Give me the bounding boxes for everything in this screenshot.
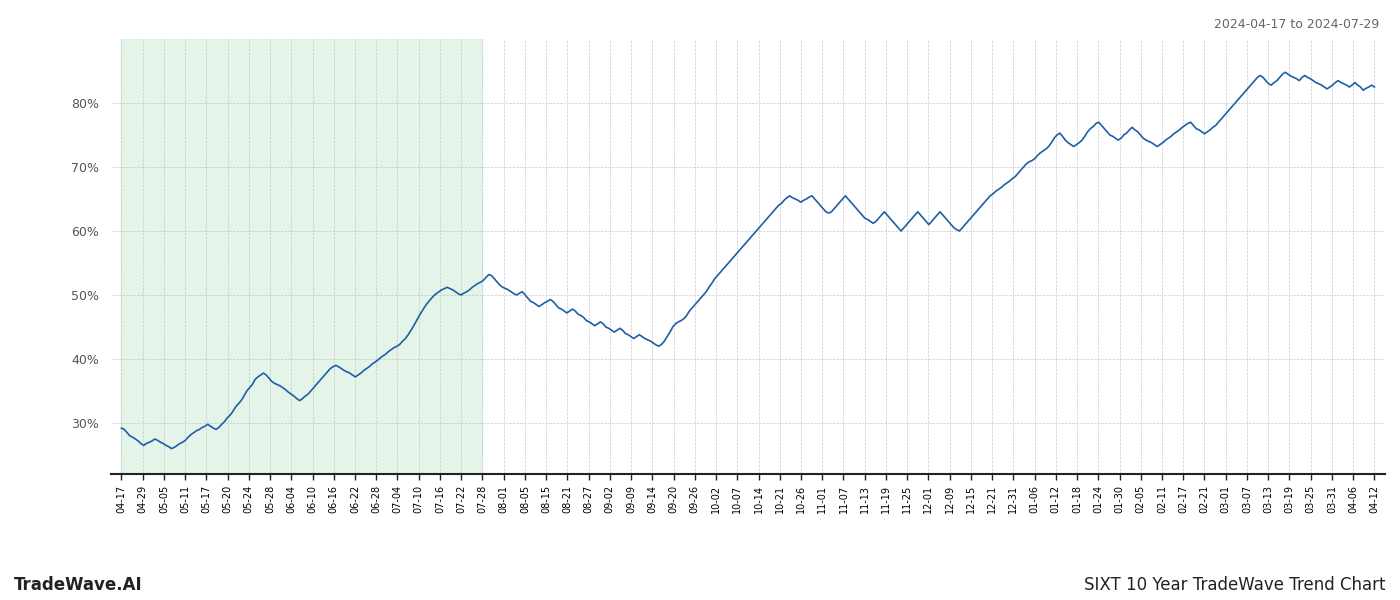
Bar [122, 39, 483, 474]
Text: 2024-04-17 to 2024-07-29: 2024-04-17 to 2024-07-29 [1214, 18, 1379, 31]
Text: TradeWave.AI: TradeWave.AI [14, 576, 143, 594]
Text: SIXT 10 Year TradeWave Trend Chart: SIXT 10 Year TradeWave Trend Chart [1085, 576, 1386, 594]
